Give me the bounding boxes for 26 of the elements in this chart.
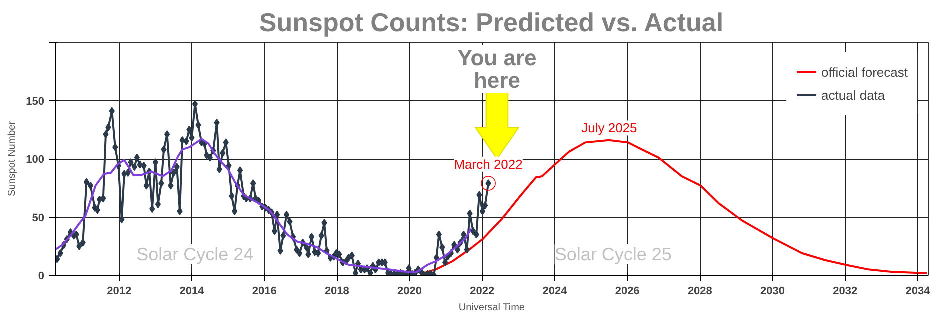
x-tick-label: 2026	[615, 286, 640, 298]
annotation: Solar Cycle 25	[554, 244, 672, 265]
annotation: July 2025	[582, 120, 638, 136]
x-tick-label: 2018	[324, 286, 350, 298]
y-tick-label: 150	[26, 96, 45, 108]
x-tick-label: 2034	[906, 286, 932, 298]
x-axis-title: Universal Time	[458, 302, 526, 314]
x-tick-label: 2024	[542, 286, 568, 298]
x-tick-label: 2012	[107, 286, 132, 298]
x-tick-label: 2028	[688, 286, 712, 298]
x-tick-label: 2020	[398, 286, 422, 298]
y-tick-label: 100	[26, 154, 45, 166]
legend-label: official forecast	[822, 64, 908, 80]
annotation: You are here	[458, 46, 537, 94]
x-tick-label: 2016	[252, 286, 277, 298]
x-tick-label: 2030	[760, 286, 786, 298]
y-tick-label: 0	[38, 270, 45, 282]
x-tick-label: 2014	[180, 286, 206, 298]
y-tick-label: 50	[32, 212, 45, 224]
legend-label: actual data	[822, 88, 886, 102]
y-axis-title: Sunspot Number	[7, 120, 18, 197]
x-tick-label: 2022	[470, 286, 495, 298]
annotation: Solar Cycle 24	[136, 244, 254, 265]
annotation: March 2022	[454, 156, 523, 172]
x-tick-label: 2032	[833, 286, 858, 298]
chart-title: Sunspot Counts: Predicted vs. Actual	[259, 8, 724, 38]
